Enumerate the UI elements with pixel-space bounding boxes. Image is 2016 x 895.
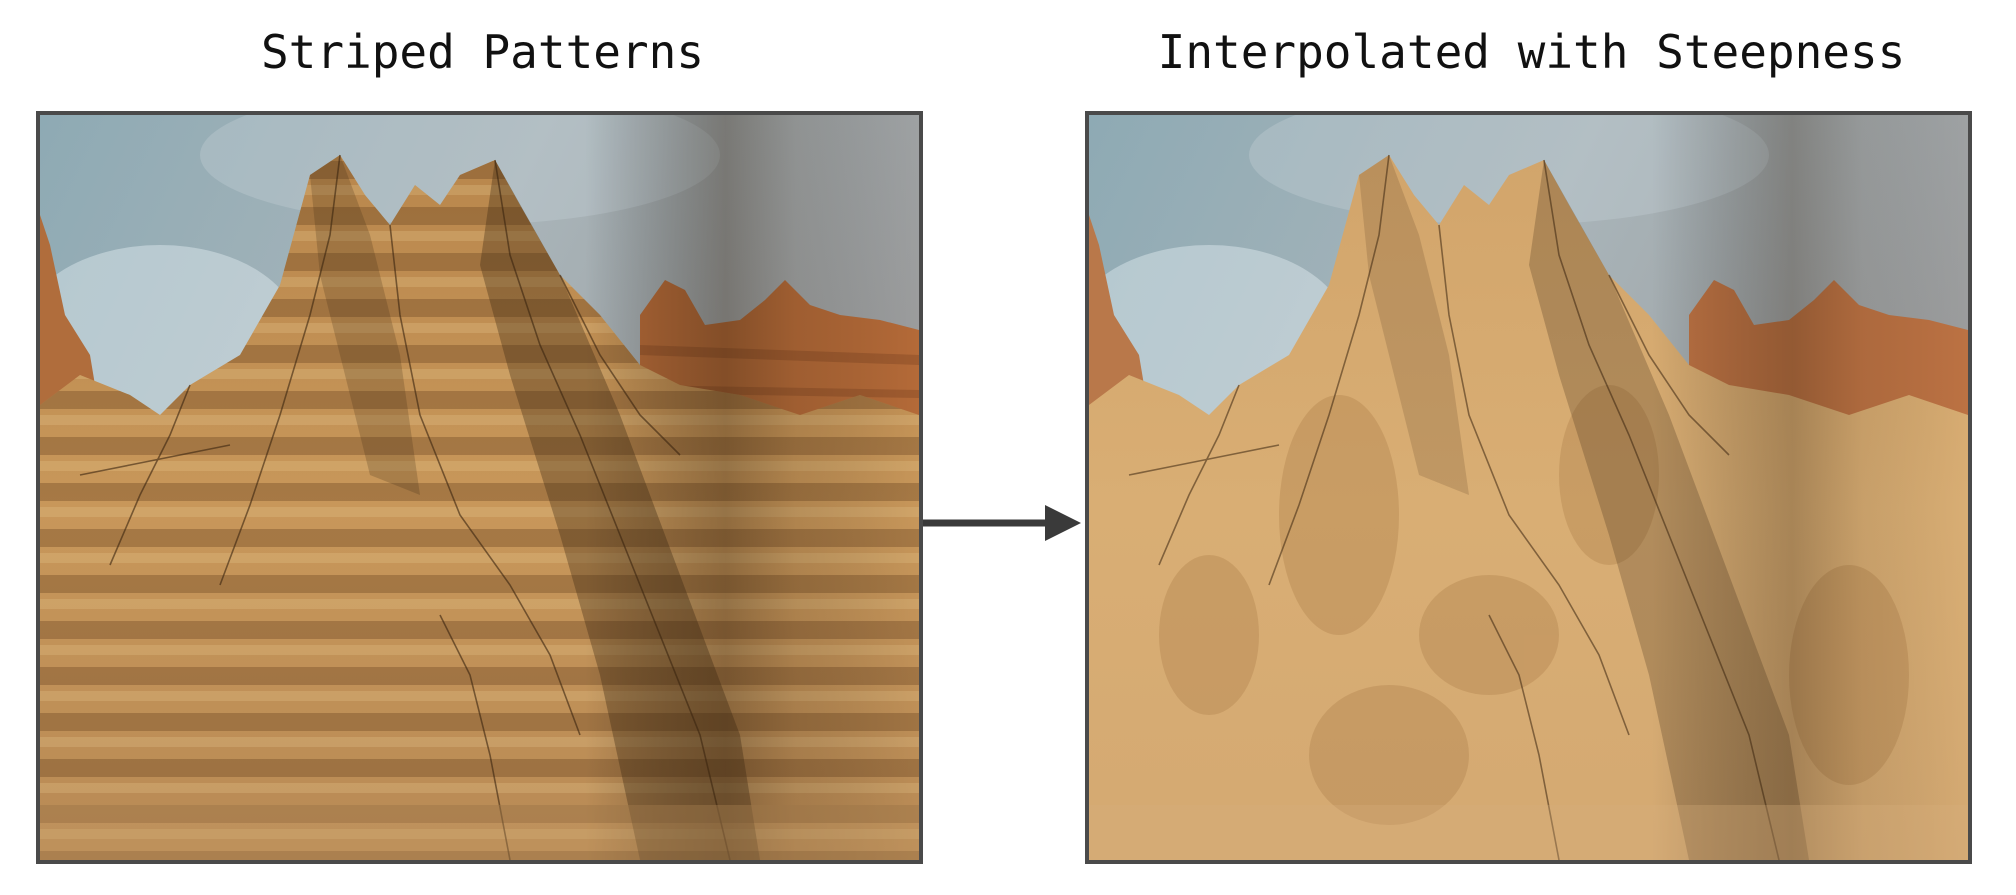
right-panel-title: Interpolated with Steepness [1157,25,1906,79]
right-arrow-icon [923,505,1081,541]
left-panel-title: Striped Patterns [260,25,705,79]
interpolated-terrain-render [1089,115,1968,860]
interpolated-terrain-image [1085,111,1972,864]
striped-terrain-render [40,115,919,860]
striped-terrain-image [36,111,923,864]
